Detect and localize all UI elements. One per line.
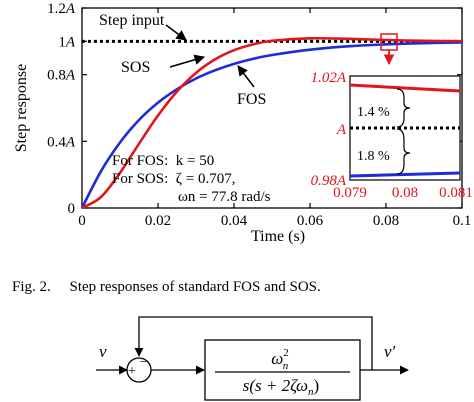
inset-y-bottom: 0.98A — [311, 173, 347, 189]
series-fos — [80, 41, 463, 209]
inset-x-tick-0: 0.079 — [333, 185, 367, 201]
step-input-label: Step input — [99, 12, 165, 29]
inset-fos-line — [349, 171, 461, 178]
bd-output-label: v′ — [384, 342, 396, 361]
x-axis-label: Time (s) — [251, 228, 305, 245]
series-group — [80, 36, 463, 210]
params-fos: For FOS: k = 50 — [112, 153, 214, 169]
sos-label: SOS — [121, 59, 150, 76]
bd-tf-numerator: ω2 n — [271, 347, 289, 372]
x-tick-labels: 0 0.02 0.04 0.06 0.08 0.1 — [78, 213, 471, 229]
y-tick-label: 0.4A — [47, 134, 76, 150]
caption-text: Step responses of standard FOS and SOS. — [69, 279, 321, 295]
inset-y-mid: A — [336, 122, 347, 138]
params-sos: For SOS: ζ = 0.707, — [112, 171, 235, 187]
plot-frame — [81, 7, 463, 209]
series-sos — [81, 36, 463, 210]
bd-sum-plus: + — [128, 364, 136, 379]
inset-lower-brace — [396, 128, 411, 175]
y-tick-label: 1.2A — [47, 1, 76, 17]
bd-feedback-path — [134, 316, 373, 370]
x-tick-label: 0.02 — [145, 213, 171, 229]
caption-label: Fig. 2. — [12, 279, 51, 295]
x-tick-label: 0.06 — [297, 213, 324, 229]
params-sos-omega: ωn = 77.8 rad/s — [178, 189, 271, 205]
x-tick-label: 0.1 — [453, 213, 472, 229]
inset-sos-line — [349, 83, 461, 93]
fos-label: FOS — [237, 91, 266, 108]
inset-y-top: 1.02A — [311, 70, 347, 86]
inset-gap-upper: 1.4 % — [357, 105, 390, 120]
inset-upper-brace — [396, 88, 411, 128]
figure-caption: Fig. 2. Step responses of standard FOS a… — [12, 279, 321, 296]
fos-arrow — [237, 65, 255, 88]
x-tick-label: 0.08 — [373, 213, 399, 229]
bd-input-label: v — [99, 342, 107, 361]
x-tick-label: 0 — [78, 213, 86, 229]
y-tick-labels: 0 0.4A 0.8A 1A 1.2A — [47, 1, 76, 217]
bd-sum-minus: − — [140, 355, 148, 370]
sos-arrow — [169, 54, 206, 68]
block-diagram: v + − ω2 n s(s + 2ζωn) v′ — [96, 316, 409, 401]
inset-x-tick-2: 0.081 — [439, 185, 473, 201]
bd-tf-denominator: s(s + 2ζωn) — [243, 376, 319, 398]
y-tick-label: 0.8A — [47, 68, 76, 84]
inset-x-tick-1: 0.08 — [392, 185, 418, 201]
y-axis-label: Step response — [13, 64, 30, 152]
x-tick-label: 0.04 — [221, 213, 248, 229]
inset-gap-lower: 1.8 % — [357, 149, 390, 164]
step-input-arrow — [165, 24, 187, 41]
y-tick-label: 1A — [58, 34, 76, 50]
y-tick-label: 0 — [68, 201, 76, 217]
